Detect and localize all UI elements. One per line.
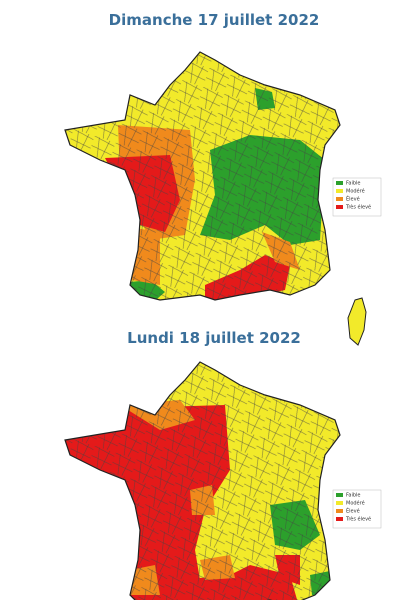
legend-label: Faible — [346, 181, 361, 187]
legend-label: Modéré — [346, 188, 365, 195]
legend-swatch — [336, 501, 343, 505]
map — [64, 51, 367, 346]
legend-swatch — [336, 197, 343, 201]
map — [64, 361, 341, 600]
legend-swatch — [336, 189, 343, 193]
legend-swatch — [336, 205, 343, 209]
legend-label: Élevé — [346, 195, 360, 203]
legend-swatch — [336, 517, 343, 521]
legend-label: Très élevé — [345, 204, 371, 211]
legend-swatch — [336, 509, 343, 513]
legend-swatch — [336, 493, 343, 497]
legend-label: Faible — [346, 493, 361, 499]
legend-label: Très élevé — [345, 516, 371, 523]
legend-label: Modéré — [346, 500, 365, 507]
map-title: Dimanche 17 juillet 2022 — [109, 11, 320, 29]
map-title: Lundi 18 juillet 2022 — [127, 329, 301, 347]
legend-swatch — [336, 181, 343, 185]
legend-label: Élevé — [346, 507, 360, 515]
